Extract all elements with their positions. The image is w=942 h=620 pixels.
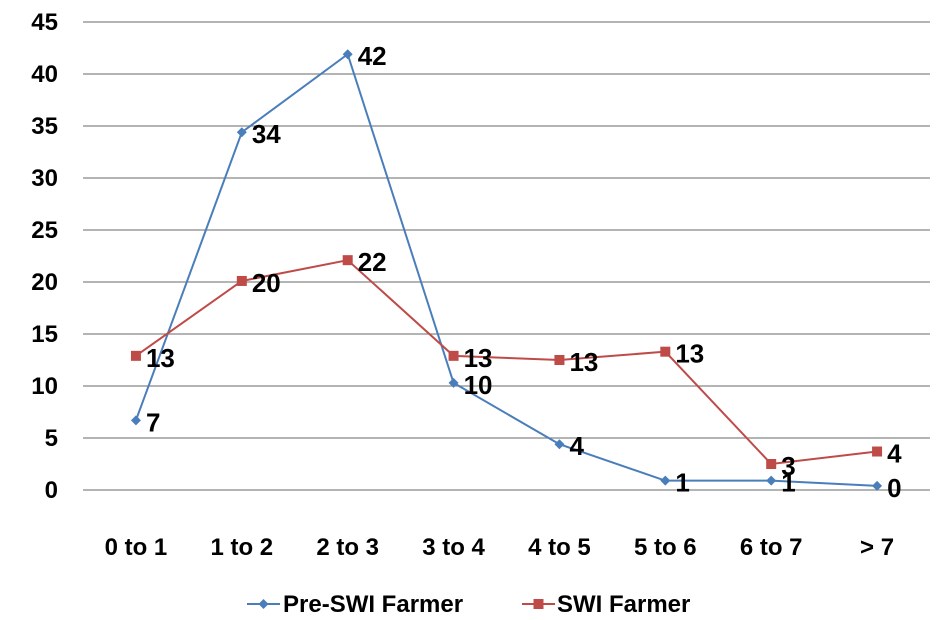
x-tick-label: 6 to 7 (740, 534, 803, 561)
y-tick-label: 45 (31, 9, 58, 36)
y-tick-label: 5 (45, 425, 58, 452)
data-label: 13 (146, 343, 175, 373)
data-label: 20 (252, 268, 281, 298)
data-point (872, 480, 883, 491)
data-point (554, 355, 565, 365)
data-label: 42 (358, 41, 387, 71)
data-label: 13 (464, 343, 493, 373)
y-tick-label: 40 (31, 61, 58, 88)
y-tick-label: 10 (31, 373, 58, 400)
y-tick-label: 25 (31, 217, 58, 244)
legend-label: SWI Farmer (557, 591, 690, 618)
data-label: 1 (675, 468, 689, 498)
y-tick-label: 20 (31, 269, 58, 296)
series-line (134, 52, 878, 487)
y-tick-label: 30 (31, 165, 58, 192)
legend-item-pre-swi-farmer: Pre-SWI Farmer (247, 591, 463, 618)
data-point (448, 350, 459, 361)
data-label: 1 (781, 468, 795, 498)
data-point (872, 446, 883, 457)
x-tick-label: 3 to 4 (422, 534, 485, 561)
data-point (766, 475, 777, 486)
gridlines (83, 21, 930, 491)
legend-item-swi-farmer: SWI Farmer (522, 591, 690, 618)
x-tick-label: 1 to 2 (210, 534, 273, 561)
data-label: 4 (887, 439, 902, 469)
x-tick-label: 0 to 1 (105, 534, 168, 561)
data-label: 4 (569, 431, 584, 461)
y-tick-label: 35 (31, 113, 58, 140)
y-tick-label: 15 (31, 321, 58, 348)
data-label: 3 (781, 451, 795, 481)
data-label: 13 (675, 339, 704, 369)
data-point (448, 377, 459, 388)
series-layer (130, 49, 883, 491)
y-axis-tick-labels: 0 5 10 15 20 25 30 35 40 45 (31, 9, 58, 504)
data-point (342, 255, 353, 266)
series-swi-farmer (130, 255, 883, 469)
data-label: 7 (146, 407, 160, 437)
data-label: 0 (887, 473, 901, 503)
x-tick-label: 4 to 5 (528, 534, 591, 561)
series-line (135, 259, 878, 466)
x-tick-label: 2 to 3 (316, 534, 379, 561)
data-point (766, 459, 777, 469)
series-pre-swi-farmer (130, 49, 883, 491)
legend-marker (533, 599, 544, 609)
y-tick-label: 0 (45, 477, 58, 504)
data-label: 34 (252, 119, 281, 149)
data-point (130, 350, 141, 361)
x-tick-label: > 7 (860, 534, 894, 561)
x-tick-label: 5 to 6 (634, 534, 697, 561)
data-point (236, 275, 247, 286)
data-point (660, 346, 671, 357)
data-point (554, 439, 565, 450)
data-point (236, 127, 247, 138)
data-point (130, 415, 141, 426)
data-point (342, 49, 353, 60)
x-axis-tick-labels: 0 to 1 1 to 2 2 to 3 3 to 4 4 to 5 5 to 6 6 to… (105, 534, 894, 561)
data-label: 22 (358, 247, 387, 277)
data-label: 13 (569, 347, 598, 377)
legend: Pre-SWI Farmer SWI Farmer (247, 591, 690, 618)
legend-label: Pre-SWI Farmer (283, 591, 463, 618)
data-point (660, 475, 671, 486)
data-label: 10 (464, 370, 493, 400)
legend-marker (258, 599, 269, 609)
